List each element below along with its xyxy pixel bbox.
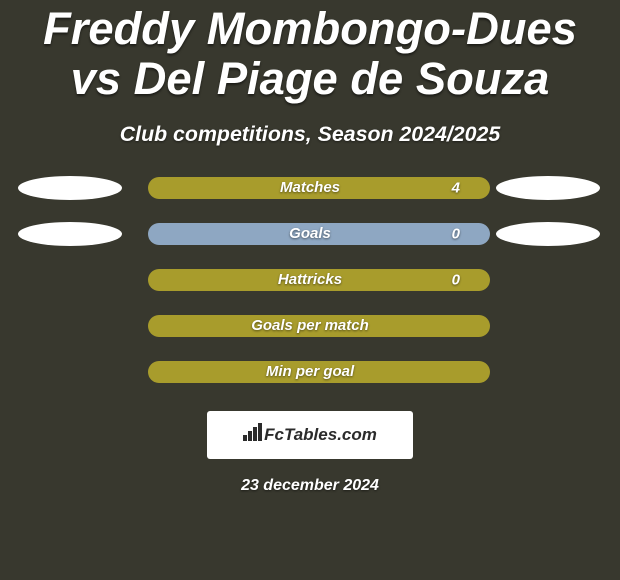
- stats-card: Freddy Mombongo-Dues vs Del Piage de Sou…: [0, 0, 620, 580]
- page-title: Freddy Mombongo-Dues vs Del Piage de Sou…: [0, 0, 620, 104]
- right-indicator-ellipse: [496, 176, 600, 200]
- date-label: 23 december 2024: [0, 477, 620, 495]
- logo-text: FcTables.com: [264, 425, 377, 445]
- stat-label: Hattricks: [278, 271, 342, 288]
- left-indicator-ellipse: [18, 176, 122, 200]
- stat-row: Goals 0: [10, 223, 610, 245]
- stat-rows: Matches 4 Goals 0 Hattricks 0 Goals per match M…: [0, 177, 620, 383]
- stat-label: Goals per match: [251, 317, 369, 334]
- stat-label: Goals: [289, 225, 331, 242]
- stat-value: 0: [452, 271, 460, 288]
- stat-value: 0: [452, 225, 460, 242]
- stat-row: Matches 4: [10, 177, 610, 199]
- bar-chart-icon: [243, 423, 262, 446]
- subtitle: Club competitions, Season 2024/2025: [0, 122, 620, 147]
- stat-value: 4: [452, 179, 460, 196]
- stat-label: Matches: [280, 179, 340, 196]
- logo-box: FcTables.com: [207, 411, 413, 459]
- stat-label: Min per goal: [266, 363, 354, 380]
- left-indicator-ellipse: [18, 222, 122, 246]
- right-indicator-ellipse: [496, 222, 600, 246]
- stat-row: Min per goal: [10, 361, 610, 383]
- stat-row: Hattricks 0: [10, 269, 610, 291]
- stat-row: Goals per match: [10, 315, 610, 337]
